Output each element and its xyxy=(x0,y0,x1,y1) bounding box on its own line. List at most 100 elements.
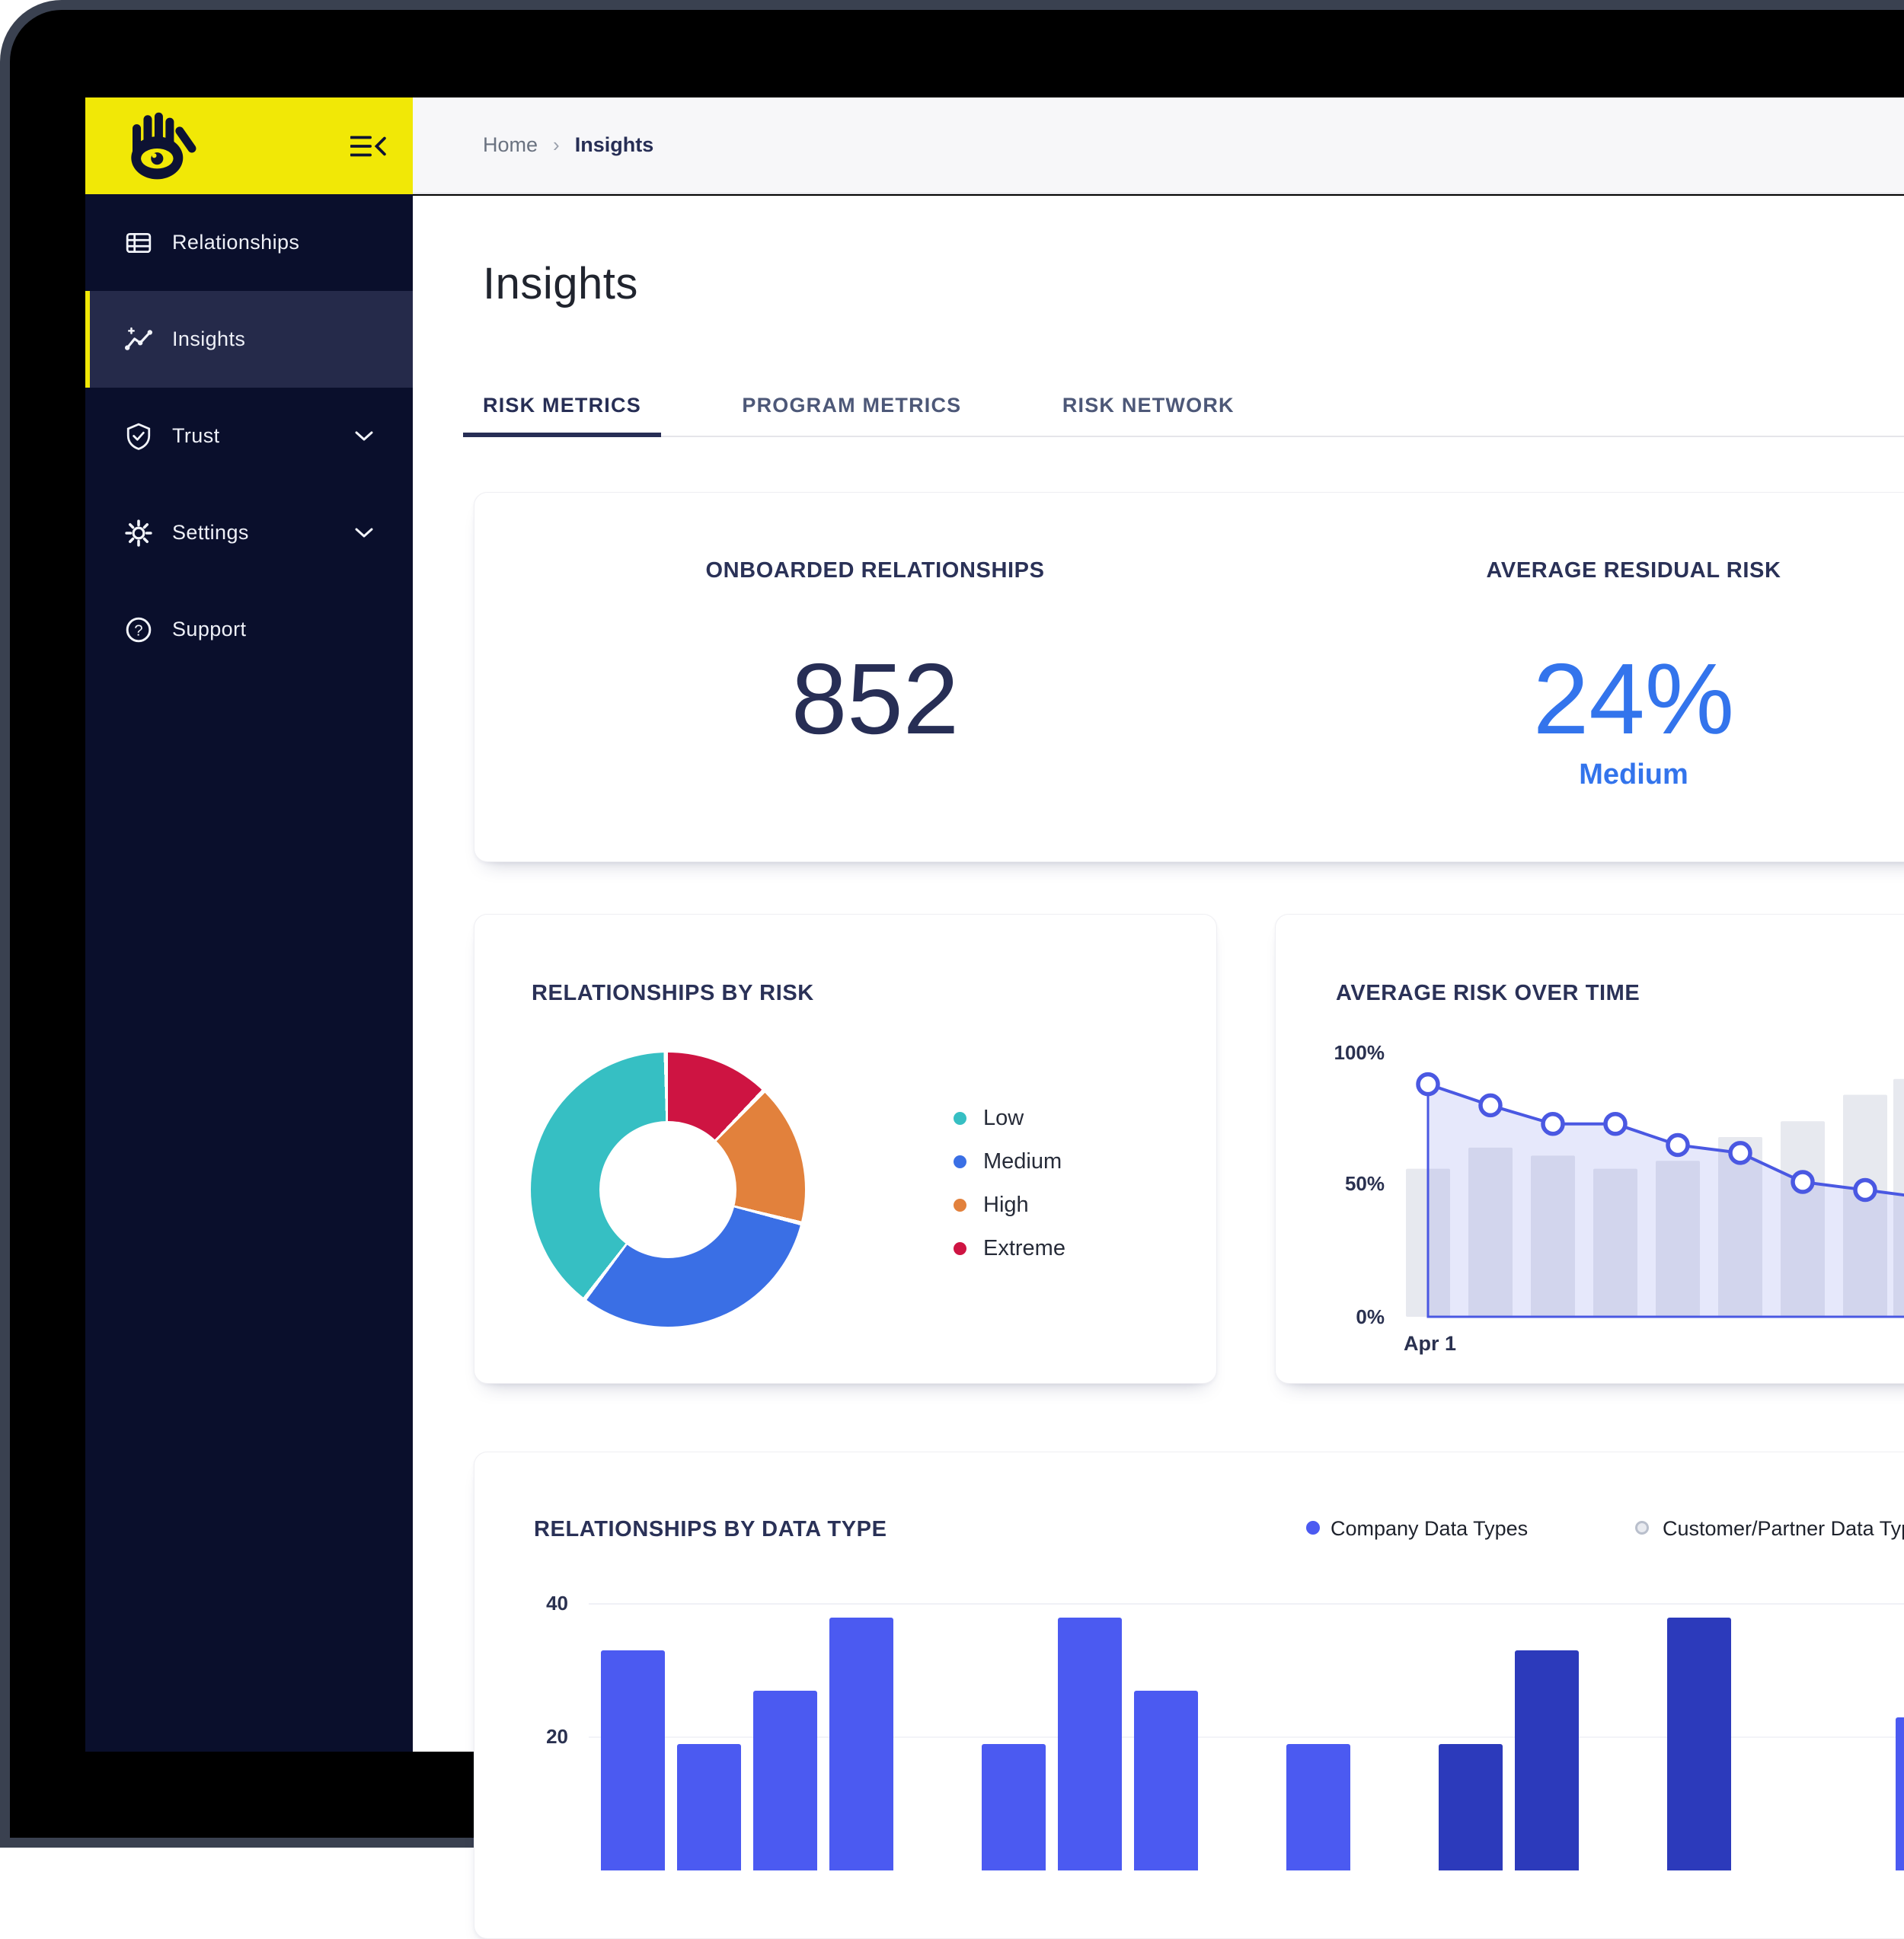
chart-title: AVERAGE RISK OVER TIME xyxy=(1336,981,1640,1005)
legend-label: Extreme xyxy=(983,1235,1065,1260)
breadcrumb-home-link[interactable]: Home xyxy=(483,133,538,156)
legend-dot xyxy=(954,1198,966,1212)
chart-title: RELATIONSHIPS BY DATA TYPE xyxy=(534,1517,887,1541)
y-tick-label: 20 xyxy=(546,1725,568,1748)
data-point-marker xyxy=(1416,1072,1440,1097)
shield-check-icon xyxy=(125,423,152,450)
data-point-marker xyxy=(1478,1093,1503,1118)
background-bar xyxy=(1656,1161,1700,1317)
data-point-marker xyxy=(1791,1170,1815,1194)
bar xyxy=(982,1743,1046,1870)
sidebar-item-trust[interactable]: Trust xyxy=(85,388,413,484)
background-bar xyxy=(1893,1078,1904,1317)
sidebar-item-label: Support xyxy=(172,618,247,640)
y-axis-label: 100% xyxy=(1334,1041,1385,1064)
help-circle-icon: ? xyxy=(125,616,152,644)
legend-item: High xyxy=(954,1192,1065,1218)
legend-item: Low xyxy=(954,1105,1065,1131)
bar xyxy=(1515,1650,1579,1870)
legend-label: High xyxy=(983,1192,1029,1217)
chevron-down-icon xyxy=(355,431,373,440)
hand-eye-icon xyxy=(131,112,196,180)
trend-icon xyxy=(125,326,152,353)
bar xyxy=(753,1690,817,1870)
data-point-marker xyxy=(1666,1132,1690,1158)
legend-label: Low xyxy=(983,1105,1024,1130)
background-bar xyxy=(1531,1155,1575,1317)
relationships-by-risk-card: RELATIONSHIPS BY RISK Low Medium High Extre… xyxy=(474,914,1217,1384)
legend-label-customer-partner: Customer/Partner Data Types xyxy=(1663,1517,1904,1540)
legend-label: Medium xyxy=(983,1148,1062,1174)
metric-label: ONBOARDED RELATIONSHIPS xyxy=(705,558,1045,583)
breadcrumb-current: Insights xyxy=(574,133,654,156)
background-bar xyxy=(1718,1137,1762,1317)
data-point-marker xyxy=(1541,1111,1565,1136)
background-bar xyxy=(1593,1168,1637,1317)
risk-donut xyxy=(531,1053,805,1327)
background-bar xyxy=(1781,1121,1825,1317)
bar xyxy=(1286,1743,1350,1870)
sidebar-item-label: Relationships xyxy=(172,231,300,254)
sidebar-item-label: Insights xyxy=(172,327,246,350)
legend-item: Medium xyxy=(954,1148,1065,1174)
data-point-marker xyxy=(1853,1177,1877,1203)
tab-risk-network[interactable]: RISK NETWORK xyxy=(1062,394,1235,417)
axis-line xyxy=(1426,1084,1904,1318)
gridline-20 xyxy=(589,1736,1904,1738)
metric-value: 24% xyxy=(1532,643,1735,755)
sidebar: Relationships Insights Trust xyxy=(85,97,413,1752)
main-content: Insights RISK METRICS PROGRAM METRICS RI… xyxy=(413,196,1904,1939)
sidebar-item-label: Settings xyxy=(172,521,249,544)
y-axis-label: 0% xyxy=(1356,1305,1385,1328)
bar xyxy=(1134,1690,1198,1870)
background-bar xyxy=(1843,1094,1887,1317)
metric-label: AVERAGE RESIDUAL RISK xyxy=(1486,558,1781,583)
bar xyxy=(1058,1617,1122,1870)
bar xyxy=(829,1617,893,1870)
bar xyxy=(601,1650,665,1870)
gear-icon xyxy=(125,519,152,547)
bar xyxy=(677,1743,741,1870)
gridline-40 xyxy=(589,1603,1904,1605)
data-point-marker xyxy=(1728,1141,1752,1165)
page-title: Insights xyxy=(483,259,638,308)
legend-dot xyxy=(954,1111,966,1125)
sidebar-item-support[interactable]: ? Support xyxy=(85,581,413,678)
table-icon xyxy=(125,229,152,257)
metric-value: 852 xyxy=(791,643,960,755)
x-axis-label: Apr 1 xyxy=(1404,1332,1457,1355)
y-tick-label: 40 xyxy=(546,1592,568,1615)
chart-title: RELATIONSHIPS BY RISK xyxy=(532,981,814,1005)
sidebar-item-label: Trust xyxy=(172,424,220,447)
summary-card: ONBOARDED RELATIONSHIPS 852 AVERAGE RESI… xyxy=(474,492,1904,862)
bar xyxy=(1667,1617,1731,1870)
onboarded-relationships-metric: ONBOARDED RELATIONSHIPS 852 xyxy=(705,558,1044,749)
risk-over-time-chart xyxy=(1406,1072,1904,1318)
metric-level-badge: Medium xyxy=(1579,759,1688,791)
collapse-sidebar-button[interactable] xyxy=(350,132,387,161)
risk-legend: Low Medium High Extreme xyxy=(954,1105,1065,1279)
bar xyxy=(1896,1717,1904,1870)
sidebar-logo-bar xyxy=(85,97,413,194)
background-bar xyxy=(1468,1147,1513,1317)
dashboard-page: { "colors": { "brand_yellow": "#F1E806",… xyxy=(10,10,1904,1939)
tab-risk-metrics[interactable]: RISK METRICS xyxy=(463,394,661,437)
y-axis-label: 50% xyxy=(1344,1172,1385,1195)
relationships-by-data-type-card: RELATIONSHIPS BY DATA TYPE Company Data … xyxy=(474,1452,1904,1939)
svg-text:?: ? xyxy=(134,622,142,639)
data-point-marker xyxy=(1603,1111,1628,1136)
sidebar-item-settings[interactable]: Settings xyxy=(85,484,413,581)
sidebar-item-insights[interactable]: Insights xyxy=(85,291,413,388)
risk-area-fill xyxy=(1428,1084,1904,1317)
bar xyxy=(1439,1743,1503,1870)
legend-dot xyxy=(954,1155,966,1168)
legend-dot-company xyxy=(1306,1521,1320,1535)
tab-program-metrics[interactable]: PROGRAM METRICS xyxy=(742,394,962,417)
tab-bar: RISK METRICS PROGRAM METRICS RISK NETWOR… xyxy=(463,394,1904,437)
chevron-down-icon xyxy=(355,528,373,537)
legend-dot xyxy=(954,1241,966,1255)
legend-label-company: Company Data Types xyxy=(1331,1517,1529,1540)
sidebar-item-relationships[interactable]: Relationships xyxy=(85,194,413,291)
breadcrumb-bar: Home › Insights xyxy=(413,97,1904,194)
average-risk-over-time-card: AVERAGE RISK OVER TIME 100% 50% 0% Apr 1 xyxy=(1275,914,1904,1384)
